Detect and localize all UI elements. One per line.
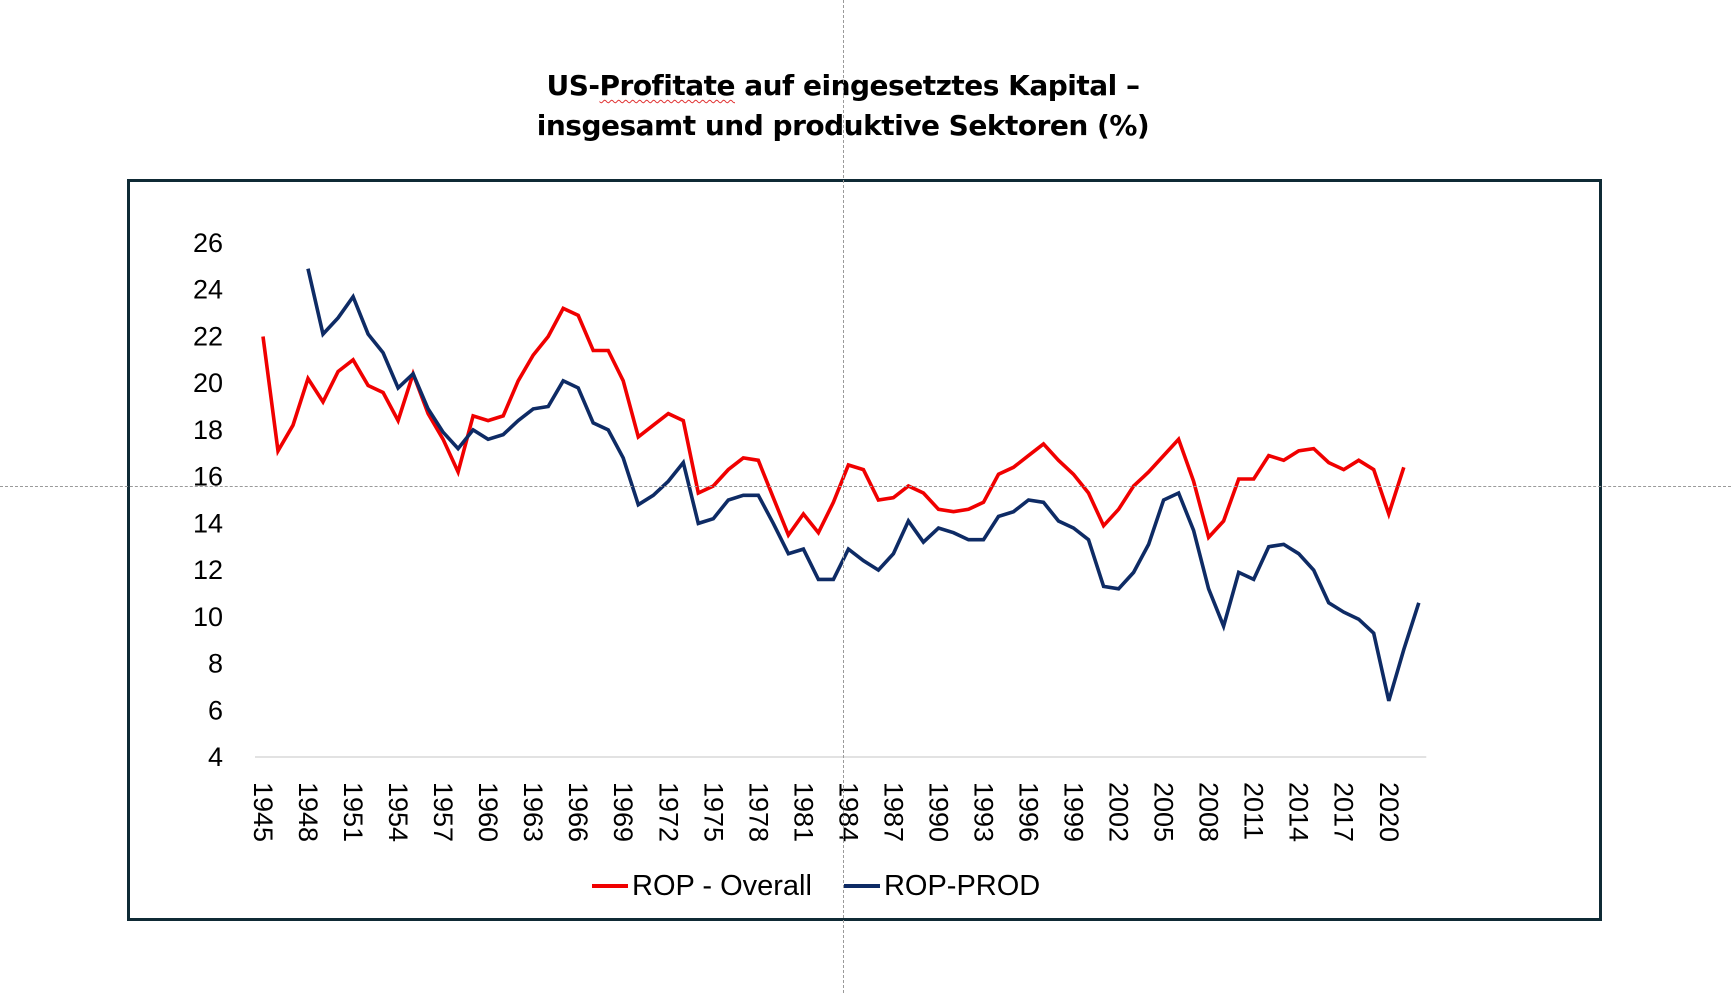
title-spellcheck-word: Profitate [599, 69, 735, 102]
x-tick-label: 2017 [1329, 782, 1359, 842]
legend-label-overall: ROP - Overall [632, 869, 812, 902]
x-tick-label: 1945 [248, 782, 278, 842]
y-tick-label: 16 [193, 462, 223, 492]
x-tick-label: 1960 [473, 782, 503, 842]
legend-swatch-prod [843, 884, 880, 888]
y-tick-label: 10 [193, 602, 223, 632]
y-tick-label: 14 [193, 508, 223, 538]
x-tick-label: 1987 [878, 782, 908, 842]
vertical-guide-line [843, 0, 844, 993]
x-tick-label: 2020 [1374, 782, 1404, 842]
y-tick-label: 24 [193, 275, 223, 305]
x-tick-label: 1972 [653, 782, 683, 842]
x-tick-label: 2005 [1149, 782, 1179, 842]
x-tick-label: 1954 [383, 782, 413, 842]
title-prefix: US- [546, 69, 600, 102]
y-tick-label: 8 [208, 649, 223, 679]
legend-label-prod: ROP-PROD [883, 869, 1041, 902]
x-tick-label: 1999 [1059, 782, 1089, 842]
chart-frame [127, 179, 1602, 921]
x-tick-label: 2014 [1284, 782, 1314, 842]
x-tick-label: 1969 [608, 782, 638, 842]
legend-item-overall: ROP - Overall [592, 870, 812, 903]
y-tick-label: 22 [193, 321, 223, 351]
chart-title-line-1: US-Profitate auf eingesetztes Kapital – [0, 66, 1686, 106]
series-line-rop-overall [261, 306, 1406, 542]
x-tick-label: 1996 [1014, 782, 1044, 842]
x-tick-label: 1978 [743, 782, 773, 842]
legend: ROP - Overall ROP-PROD [592, 866, 1072, 906]
y-tick-label: 20 [193, 368, 223, 398]
y-tick-label: 4 [208, 742, 223, 772]
x-tick-label: 2002 [1104, 782, 1134, 842]
x-axis: 1945 1948 1951 1954 1957 1960 1963 1966 1969 1972… [248, 782, 1404, 842]
y-axis: 4 6 8 10 12 14 16 18 20 22 24 26 [193, 228, 223, 772]
x-tick-label: 1990 [923, 782, 953, 842]
x-tick-label: 1981 [788, 782, 818, 842]
series-line-rop-prod [306, 268, 1421, 702]
y-tick-label: 26 [193, 228, 223, 258]
y-tick-label: 6 [208, 695, 223, 725]
series-layer [261, 268, 1421, 702]
y-tick-label: 12 [193, 555, 223, 585]
x-tick-label: 1963 [518, 782, 548, 842]
x-tick-label: 1975 [698, 782, 728, 842]
title-rest: auf eingesetztes Kapital – [734, 69, 1140, 102]
x-tick-label: 1993 [968, 782, 998, 842]
x-tick-label: 1951 [338, 782, 368, 842]
x-tick-label: 1957 [428, 782, 458, 842]
x-tick-label: 1966 [563, 782, 593, 842]
x-tick-label: 2011 [1239, 782, 1269, 840]
legend-swatch-overall [592, 884, 628, 888]
legend-item-prod: ROP-PROD [843, 869, 1041, 903]
y-tick-label: 18 [193, 415, 223, 445]
x-tick-label: 1984 [833, 782, 863, 842]
x-tick-label: 2008 [1194, 782, 1224, 842]
horizontal-guide-line [0, 486, 1731, 487]
x-tick-label: 1948 [293, 782, 323, 842]
